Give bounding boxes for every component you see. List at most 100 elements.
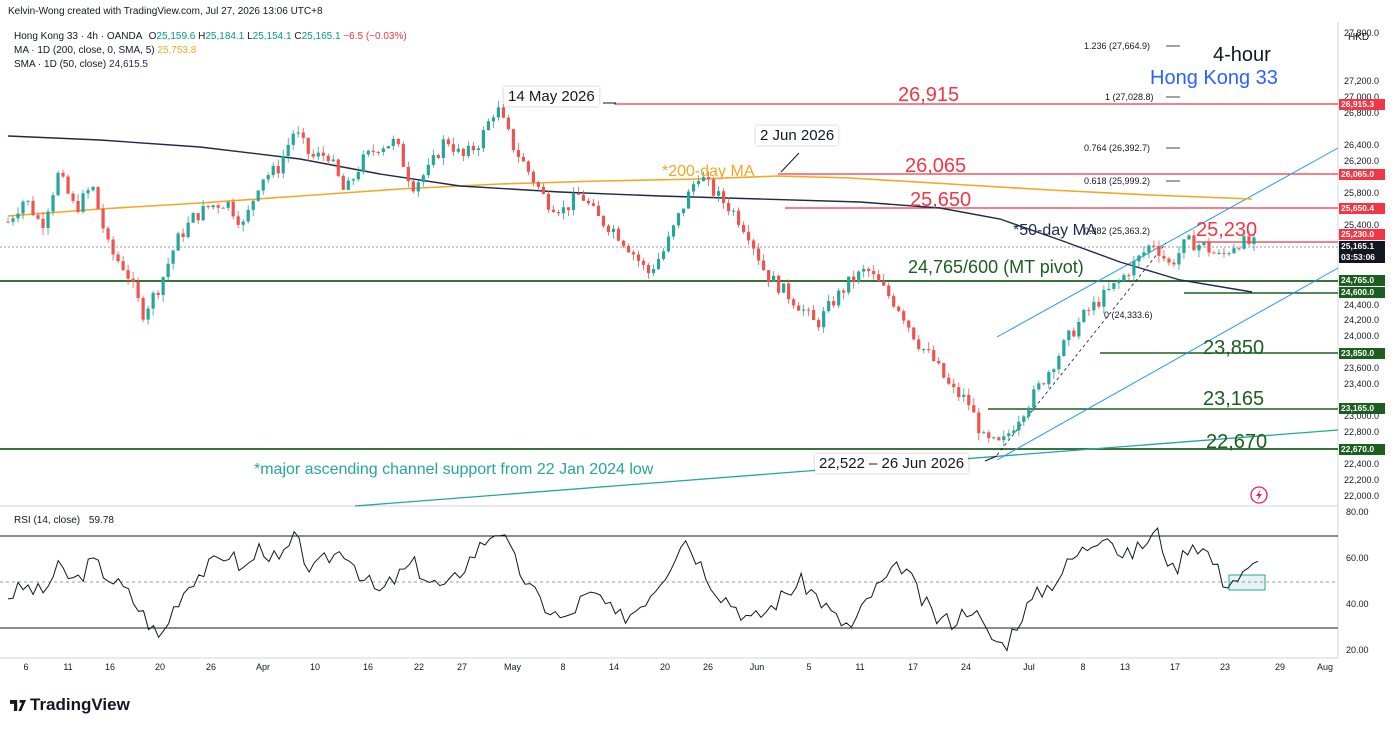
rsi-highlight-box	[1228, 574, 1266, 591]
candle-body	[902, 311, 906, 321]
fib-label-0618: 0.618 (25,999.2)	[1084, 176, 1151, 186]
candle-body	[336, 159, 340, 176]
candle-body	[1107, 288, 1111, 291]
candle-body	[481, 130, 485, 149]
candle-body	[301, 132, 305, 138]
candle-body	[1157, 246, 1161, 256]
candle-body	[972, 405, 976, 413]
sma50-legend[interactable]: SMA · 1D (50, close) 24,615.5	[14, 59, 148, 70]
candle-body	[491, 117, 495, 122]
candle-body	[651, 269, 656, 274]
candle-body	[857, 271, 861, 282]
candle-body	[797, 305, 801, 311]
candle-body	[1007, 433, 1011, 437]
low-label: L	[247, 31, 253, 42]
candle-body	[551, 209, 556, 213]
low-value: 25,154.1	[252, 31, 292, 42]
candle-body	[496, 107, 500, 118]
price-tick: 23,600.0	[1344, 363, 1380, 374]
candle-body	[161, 277, 165, 295]
tradingview-logo[interactable]: TradingView	[10, 695, 130, 715]
candle-body	[186, 222, 190, 238]
candle-body	[406, 166, 410, 182]
symbol-name[interactable]: Hong Kong 33 · 4h · OANDA	[14, 31, 142, 42]
rsi-legend[interactable]: RSI (14, close) 59.78	[14, 515, 114, 526]
candle-body	[676, 213, 681, 226]
candle-body	[146, 308, 150, 320]
rsi-line[interactable]	[7, 527, 1259, 652]
timeframe-title: 4-hour	[1213, 44, 1271, 66]
candle-body	[81, 193, 85, 212]
time-tick: 16	[104, 662, 115, 672]
candle-body	[266, 175, 270, 180]
candle-body	[41, 218, 45, 229]
candle-body	[1132, 261, 1136, 276]
candle-body	[466, 145, 470, 156]
candle-body	[71, 193, 75, 201]
price-label-box: 22,670.0	[1339, 444, 1385, 455]
level-26065-label: 26,065	[905, 155, 967, 177]
candle-body	[1152, 245, 1156, 247]
candle-body	[471, 145, 475, 151]
channel-lower-line[interactable]	[996, 267, 1339, 461]
change-value: −6.5 (−0.03%)	[343, 31, 407, 42]
ma200-value: 25,753.8	[157, 45, 197, 56]
price-tick: 25,800.0	[1344, 187, 1380, 198]
tv-logo-text: TradingView	[30, 695, 130, 714]
candle-body	[812, 310, 816, 321]
candle-body	[1102, 290, 1106, 307]
candle-body	[671, 225, 676, 237]
candle-body	[601, 215, 606, 226]
candle-body	[1077, 321, 1081, 337]
candle-body	[341, 175, 345, 190]
candle-body	[371, 150, 375, 152]
may-high-callout: 14 May 2026	[504, 87, 599, 106]
candle-body	[631, 252, 636, 255]
candle-body	[171, 250, 175, 264]
candle-body	[736, 210, 741, 225]
ma200-line[interactable]	[7, 175, 1253, 217]
time-tick: 5	[806, 662, 812, 672]
candle-body	[351, 179, 355, 181]
time-tick: 10	[309, 662, 320, 672]
candle-body	[1232, 248, 1236, 254]
instrument-title: Hong Kong 33	[1150, 67, 1278, 89]
fib-label-1: 1 (27,028.8)	[1105, 92, 1154, 102]
time-tick: 8	[1080, 662, 1086, 672]
candles[interactable]	[6, 100, 1256, 446]
candle-body	[897, 306, 901, 312]
ma50-line[interactable]	[7, 135, 1253, 293]
ma50-annotation: *50-day MA	[1013, 222, 1097, 239]
time-tick: 24	[960, 662, 971, 672]
lightning-icon[interactable]	[1250, 486, 1268, 504]
fib-ticks	[1166, 45, 1180, 182]
candle-body	[1057, 355, 1061, 370]
candle-body	[216, 205, 220, 208]
candle-body	[817, 320, 821, 328]
price-tick: 23,400.0	[1344, 379, 1380, 390]
candle-body	[461, 148, 465, 156]
candle-body	[431, 155, 435, 165]
time-tick: 17	[907, 662, 918, 672]
candle-body	[952, 383, 956, 388]
candle-body	[571, 193, 576, 210]
candle-body	[802, 309, 806, 311]
candle-body	[962, 394, 966, 397]
candle-body	[792, 299, 796, 306]
time-tick: 14	[608, 662, 619, 672]
ma200-legend[interactable]: MA · 1D (200, close, 0, SMA, 5) 25,753.8	[14, 45, 196, 56]
candle-body	[231, 201, 235, 217]
candle-body	[141, 297, 145, 320]
candle-body	[421, 175, 425, 183]
channel-upper-line[interactable]	[996, 147, 1339, 338]
candle-body	[121, 261, 125, 271]
candle-body	[927, 348, 931, 351]
candle-body	[181, 233, 185, 238]
fib-label-0: 0 (24,333.6)	[1104, 310, 1153, 320]
candle-body	[391, 138, 395, 147]
candle-body	[967, 394, 971, 406]
time-tick: 17	[1169, 662, 1180, 672]
candle-body	[1142, 252, 1146, 256]
candle-body	[907, 320, 911, 328]
